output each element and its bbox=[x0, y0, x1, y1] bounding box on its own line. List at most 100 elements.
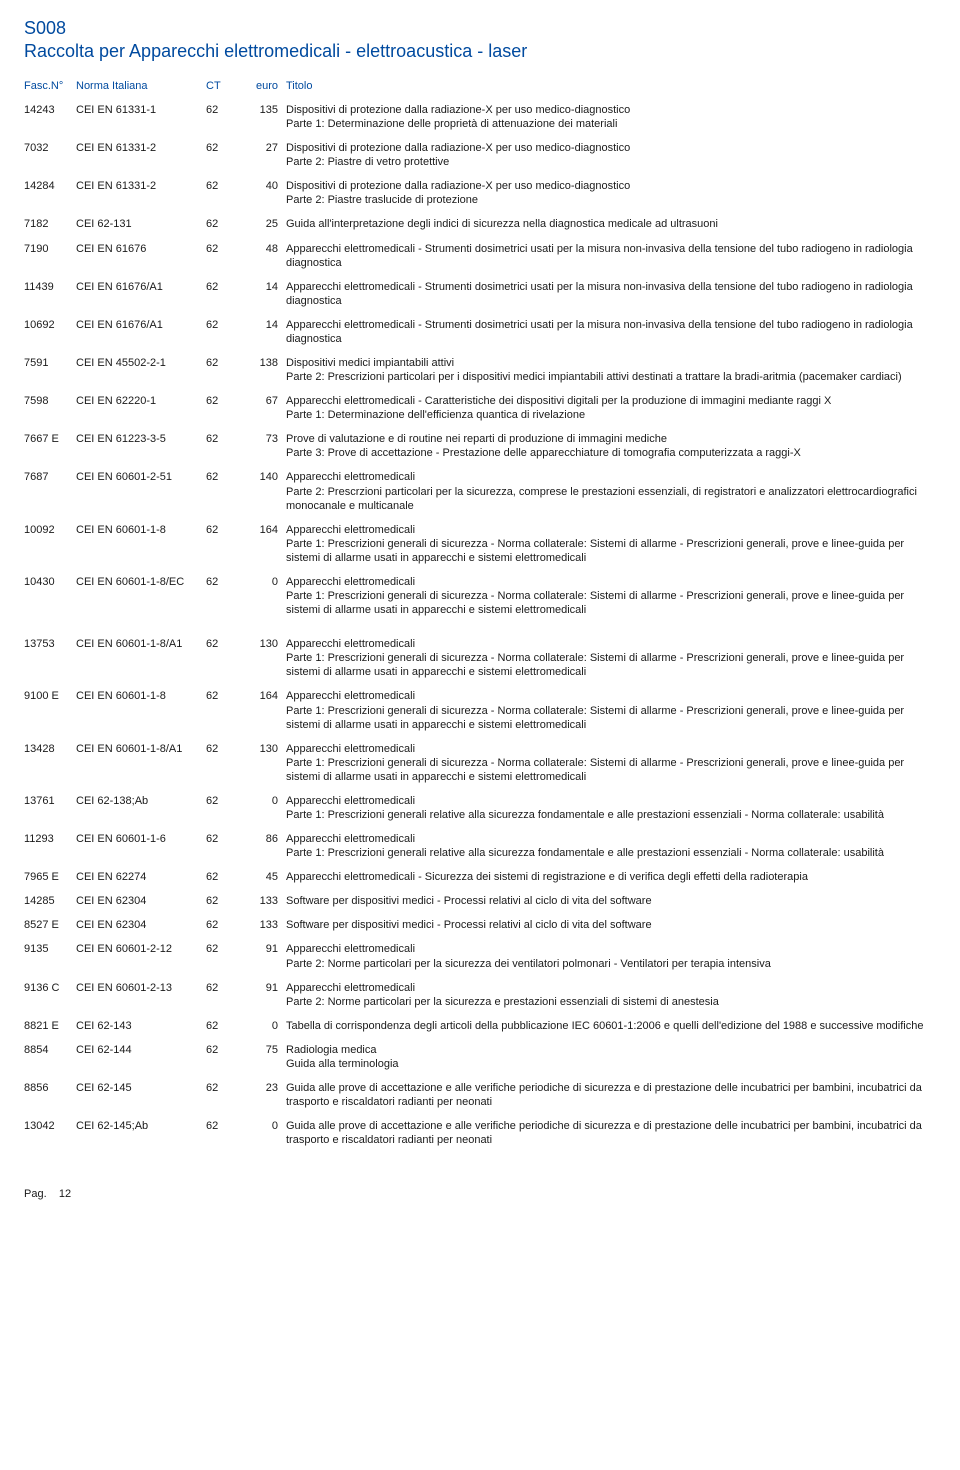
col-header-euro: euro bbox=[242, 80, 286, 98]
table-row: 10430CEI EN 60601-1-8/EC620Apparecchi el… bbox=[24, 570, 936, 622]
cell-euro: 138 bbox=[242, 351, 286, 389]
cell-euro: 40 bbox=[242, 174, 286, 212]
spacer-row bbox=[24, 622, 936, 632]
table-row: 13042CEI 62-145;Ab620Guida alle prove di… bbox=[24, 1114, 936, 1152]
cell-ct: 62 bbox=[206, 1114, 242, 1152]
table-row: 7032CEI EN 61331-26227Dispositivi di pro… bbox=[24, 136, 936, 174]
cell-ct: 62 bbox=[206, 1076, 242, 1114]
cell-euro: 164 bbox=[242, 684, 286, 736]
cell-fasc: 8854 bbox=[24, 1038, 76, 1076]
table-row: 7190CEI EN 616766248Apparecchi elettrome… bbox=[24, 237, 936, 275]
table-row: 10692CEI EN 61676/A16214Apparecchi elett… bbox=[24, 313, 936, 351]
cell-fasc: 9135 bbox=[24, 937, 76, 975]
cell-ct: 62 bbox=[206, 937, 242, 975]
cell-euro: 27 bbox=[242, 136, 286, 174]
cell-ct: 62 bbox=[206, 737, 242, 789]
cell-euro: 25 bbox=[242, 212, 286, 236]
table-row: 11293CEI EN 60601-1-66286Apparecchi elet… bbox=[24, 827, 936, 865]
table-row: 13761CEI 62-138;Ab620Apparecchi elettrom… bbox=[24, 789, 936, 827]
cell-ct: 62 bbox=[206, 518, 242, 570]
cell-titolo: Apparecchi elettromedicaliParte 1: Presc… bbox=[286, 789, 936, 827]
cell-fasc: 13042 bbox=[24, 1114, 76, 1152]
cell-ct: 62 bbox=[206, 237, 242, 275]
cell-norma: CEI 62-144 bbox=[76, 1038, 206, 1076]
cell-titolo: Dispositivi di protezione dalla radiazio… bbox=[286, 136, 936, 174]
cell-titolo: Guida all'interpretazione degli indici d… bbox=[286, 212, 936, 236]
cell-norma: CEI 62-145 bbox=[76, 1076, 206, 1114]
cell-titolo: Tabella di corrispondenza degli articoli… bbox=[286, 1014, 936, 1038]
col-header-titolo: Titolo bbox=[286, 80, 936, 98]
cell-titolo: Apparecchi elettromedicali - Strumenti d… bbox=[286, 313, 936, 351]
cell-fasc: 7032 bbox=[24, 136, 76, 174]
footer-label: Pag. bbox=[24, 1188, 47, 1200]
cell-fasc: 11293 bbox=[24, 827, 76, 865]
cell-titolo: Apparecchi elettromedicaliParte 2: Presc… bbox=[286, 465, 936, 517]
cell-titolo: Apparecchi elettromedicaliParte 1: Presc… bbox=[286, 632, 936, 684]
cell-euro: 0 bbox=[242, 789, 286, 827]
cell-euro: 164 bbox=[242, 518, 286, 570]
cell-euro: 0 bbox=[242, 570, 286, 622]
cell-norma: CEI 62-145;Ab bbox=[76, 1114, 206, 1152]
table-row: 7182CEI 62-1316225Guida all'interpretazi… bbox=[24, 212, 936, 236]
cell-fasc: 8821 E bbox=[24, 1014, 76, 1038]
cell-fasc: 7182 bbox=[24, 212, 76, 236]
cell-titolo: Apparecchi elettromedicaliParte 2: Norme… bbox=[286, 976, 936, 1014]
cell-ct: 62 bbox=[206, 98, 242, 136]
col-header-fasc: Fasc.N° bbox=[24, 80, 76, 98]
cell-euro: 75 bbox=[242, 1038, 286, 1076]
table-row: 13753CEI EN 60601-1-8/A162130Apparecchi … bbox=[24, 632, 936, 684]
cell-ct: 62 bbox=[206, 976, 242, 1014]
cell-titolo: Software per dispositivi medici - Proces… bbox=[286, 913, 936, 937]
cell-fasc: 9100 E bbox=[24, 684, 76, 736]
cell-fasc: 8527 E bbox=[24, 913, 76, 937]
cell-ct: 62 bbox=[206, 351, 242, 389]
table-row: 7687CEI EN 60601-2-5162140Apparecchi ele… bbox=[24, 465, 936, 517]
cell-titolo: Dispositivi medici impiantabili attiviPa… bbox=[286, 351, 936, 389]
cell-euro: 14 bbox=[242, 313, 286, 351]
cell-fasc: 9136 C bbox=[24, 976, 76, 1014]
cell-norma: CEI EN 60601-1-8/A1 bbox=[76, 737, 206, 789]
cell-norma: CEI 62-138;Ab bbox=[76, 789, 206, 827]
cell-titolo: Apparecchi elettromedicaliParte 1: Presc… bbox=[286, 518, 936, 570]
col-header-ct: CT bbox=[206, 80, 242, 98]
cell-norma: CEI EN 60601-1-8/EC bbox=[76, 570, 206, 622]
cell-norma: CEI EN 60601-2-12 bbox=[76, 937, 206, 975]
cell-ct: 62 bbox=[206, 1038, 242, 1076]
cell-fasc: 7591 bbox=[24, 351, 76, 389]
cell-norma: CEI EN 62274 bbox=[76, 865, 206, 889]
table-row: 9136 CCEI EN 60601-2-136291Apparecchi el… bbox=[24, 976, 936, 1014]
table-row: 9135CEI EN 60601-2-126291Apparecchi elet… bbox=[24, 937, 936, 975]
table-row: 8821 ECEI 62-143620Tabella di corrispond… bbox=[24, 1014, 936, 1038]
cell-titolo: Dispositivi di protezione dalla radiazio… bbox=[286, 174, 936, 212]
cell-norma: CEI EN 61331-1 bbox=[76, 98, 206, 136]
table-row: 7591CEI EN 45502-2-162138Dispositivi med… bbox=[24, 351, 936, 389]
cell-fasc: 7667 E bbox=[24, 427, 76, 465]
document-code: S008 bbox=[24, 18, 936, 39]
cell-euro: 23 bbox=[242, 1076, 286, 1114]
cell-euro: 133 bbox=[242, 913, 286, 937]
cell-titolo: Apparecchi elettromedicaliParte 1: Presc… bbox=[286, 570, 936, 622]
cell-euro: 91 bbox=[242, 976, 286, 1014]
table-row: 7598CEI EN 62220-16267Apparecchi elettro… bbox=[24, 389, 936, 427]
cell-norma: CEI EN 60601-2-13 bbox=[76, 976, 206, 1014]
cell-euro: 130 bbox=[242, 632, 286, 684]
cell-ct: 62 bbox=[206, 212, 242, 236]
cell-norma: CEI EN 60601-2-51 bbox=[76, 465, 206, 517]
cell-euro: 67 bbox=[242, 389, 286, 427]
cell-norma: CEI EN 62304 bbox=[76, 889, 206, 913]
cell-titolo: Software per dispositivi medici - Proces… bbox=[286, 889, 936, 913]
cell-norma: CEI EN 60601-1-8/A1 bbox=[76, 632, 206, 684]
cell-euro: 140 bbox=[242, 465, 286, 517]
cell-titolo: Apparecchi elettromedicaliParte 1: Presc… bbox=[286, 827, 936, 865]
cell-titolo: Apparecchi elettromedicaliParte 1: Presc… bbox=[286, 684, 936, 736]
cell-euro: 14 bbox=[242, 275, 286, 313]
cell-euro: 133 bbox=[242, 889, 286, 913]
cell-euro: 0 bbox=[242, 1114, 286, 1152]
document-title: Raccolta per Apparecchi elettromedicali … bbox=[24, 41, 936, 62]
cell-titolo: Prove di valutazione e di routine nei re… bbox=[286, 427, 936, 465]
table-row: 8856CEI 62-1456223Guida alle prove di ac… bbox=[24, 1076, 936, 1114]
cell-euro: 73 bbox=[242, 427, 286, 465]
cell-norma: CEI EN 61223-3-5 bbox=[76, 427, 206, 465]
cell-euro: 130 bbox=[242, 737, 286, 789]
cell-euro: 135 bbox=[242, 98, 286, 136]
